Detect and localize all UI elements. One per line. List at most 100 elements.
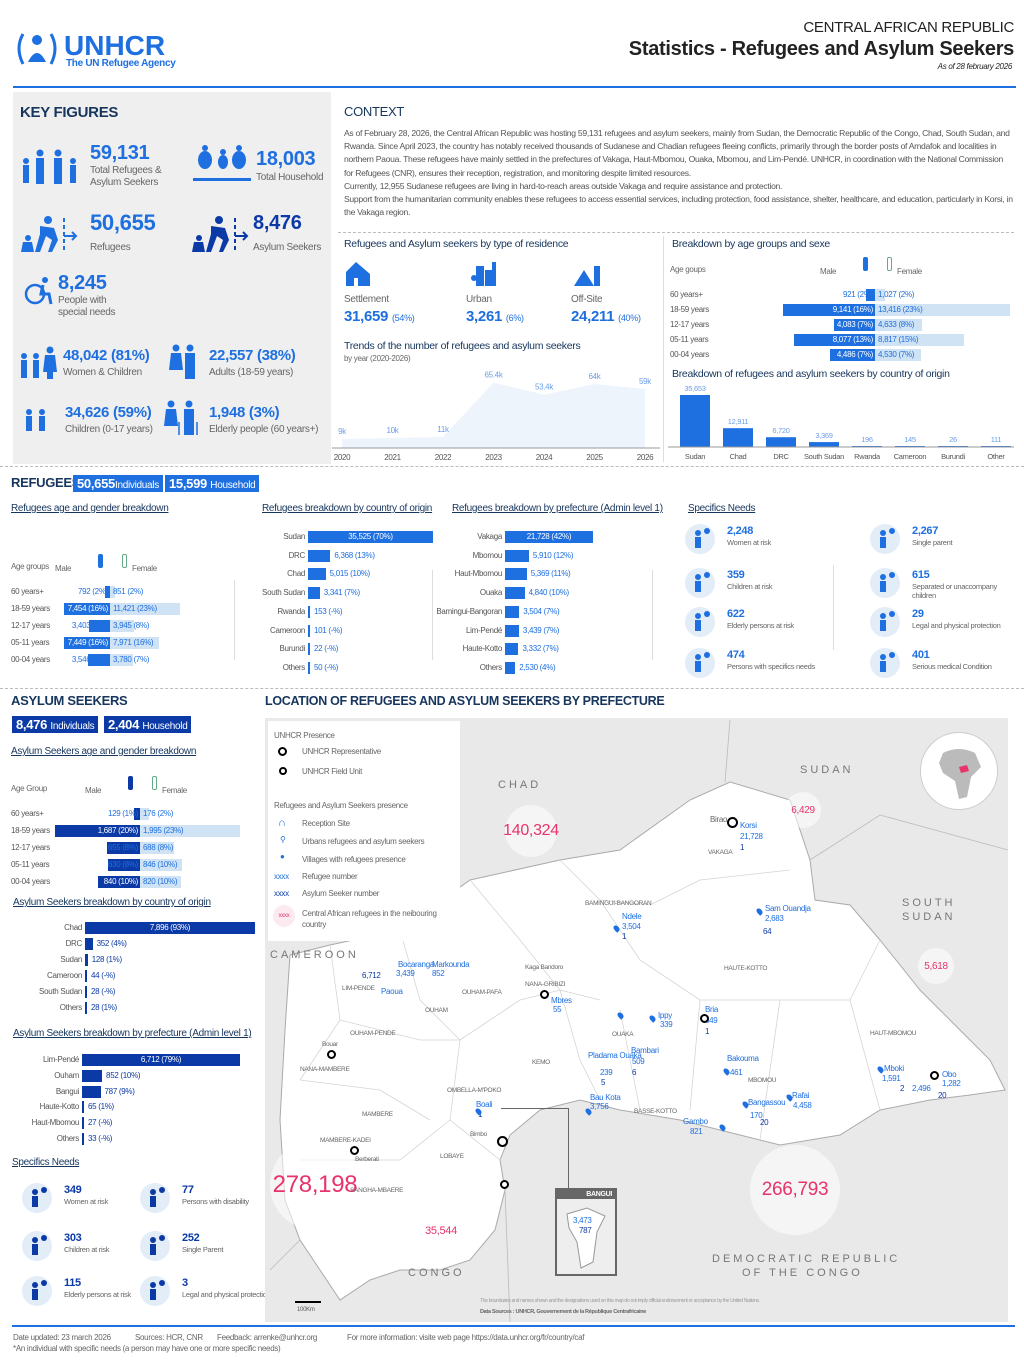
place-label-obo_r: 1,282 bbox=[942, 1079, 961, 1088]
need-label: Children at risk bbox=[727, 582, 773, 591]
place-label-gambo_r: 821 bbox=[690, 1127, 703, 1136]
bar-label: Bamingui-Bangoran bbox=[436, 606, 502, 616]
place-label-pladama_r: 239 bbox=[600, 1068, 613, 1077]
bar-label: Haut-Mbomou bbox=[31, 1118, 80, 1128]
bar bbox=[85, 938, 93, 950]
female-icon bbox=[122, 554, 127, 568]
male-value: 3,546 (7%) bbox=[71, 655, 108, 664]
male-value: 840 (10%) bbox=[103, 877, 139, 886]
bar bbox=[85, 1002, 87, 1014]
bar-value: 44 (-%) bbox=[91, 971, 116, 980]
trend-year-tick: 2024 bbox=[536, 453, 553, 462]
legend-ref-num: Refugee number bbox=[302, 872, 358, 881]
place-label-bambari_r: 509 bbox=[632, 1057, 645, 1066]
prefecture-label: OUAKA bbox=[612, 1031, 634, 1038]
elderly-icon bbox=[163, 400, 203, 441]
country-name: CENTRAL AFRICAN REPUBLIC bbox=[803, 19, 1014, 36]
wheelchair-icon bbox=[685, 648, 715, 678]
trend-data-label: 53.4k bbox=[535, 383, 554, 392]
separated-children-icon bbox=[870, 568, 900, 598]
refugees-origin-title: Refugees breakdown by country of origin bbox=[262, 503, 433, 514]
bar bbox=[308, 587, 320, 600]
pct: (54%) bbox=[391, 313, 415, 323]
bangui-asylum: 787 bbox=[579, 1226, 592, 1235]
place-label-markounda: Markounda bbox=[432, 960, 470, 969]
bar bbox=[85, 954, 88, 966]
need-value: 359 bbox=[727, 569, 745, 581]
bangui-refugees: 3,473 bbox=[573, 1216, 592, 1225]
bar bbox=[505, 605, 520, 618]
neighbour-refugee-count-congo: 35,544 bbox=[418, 1208, 464, 1254]
place-label-markounda_r: 852 bbox=[432, 969, 445, 978]
age-group-label: 00-04 years bbox=[11, 877, 50, 886]
bar-value: 5,015 (10%) bbox=[329, 569, 371, 579]
asylum-walking-icon bbox=[189, 214, 251, 259]
elderly-label: Elderly people (60 years+) bbox=[209, 424, 319, 435]
male-value: 1,687 (20%) bbox=[97, 826, 139, 835]
bar-value: 33 (-%) bbox=[88, 1134, 113, 1143]
label: Household bbox=[210, 480, 256, 491]
legend-rs-presence: Refugees and Asylum Seekers presence bbox=[274, 801, 408, 810]
need-label: Women at risk bbox=[64, 1197, 108, 1206]
bar-value: 35,525 (70%) bbox=[348, 532, 393, 541]
place-label-korsi_r: 21,728 bbox=[740, 832, 763, 841]
origin-value-label: 6,720 bbox=[772, 426, 789, 435]
women-children-icon bbox=[18, 346, 58, 385]
place-label-birao: Birao bbox=[710, 815, 728, 824]
origin-category-tick: South Sudan bbox=[804, 452, 844, 461]
context-divider bbox=[338, 232, 1014, 233]
place-label-ippy_r: 339 bbox=[660, 1020, 673, 1029]
asylum-value: 8,476 bbox=[253, 212, 302, 234]
country-south-sudan-2: SUDAN bbox=[902, 911, 956, 923]
female-bar bbox=[110, 654, 134, 666]
place-label-bria_r: 649 bbox=[705, 1016, 718, 1025]
male-icon bbox=[863, 257, 868, 271]
neighbour-refugee-count-cameroon: 278,198 bbox=[270, 1140, 360, 1230]
female-bar bbox=[140, 876, 182, 888]
header-divider bbox=[13, 86, 1016, 88]
place-label-paoua: Paoua bbox=[381, 987, 403, 996]
age-group-label: 60 years+ bbox=[11, 587, 44, 596]
car-country-shape bbox=[279, 781, 1006, 1301]
female-bar bbox=[110, 637, 159, 649]
bar-value: 65 (1%) bbox=[88, 1102, 114, 1112]
footer-more-info-link[interactable]: For more information: visite web page ht… bbox=[347, 1333, 585, 1342]
male-label: Male bbox=[55, 564, 72, 573]
women-children-value: 48,042 (81%) bbox=[63, 347, 150, 364]
country-south-sudan: SOUTH bbox=[902, 897, 956, 909]
map[interactable]: UNHCR Presence UNHCR Representative UNHC… bbox=[265, 718, 1008, 1322]
bar bbox=[82, 1069, 103, 1082]
bar-value: 50 (-%) bbox=[314, 662, 339, 672]
footer-feedback[interactable]: Feedback: arrenke@unhcr.org bbox=[217, 1333, 318, 1342]
prefecture-label: NANA-MAMBERE bbox=[300, 1066, 350, 1073]
origin-category-tick: Rwanda bbox=[854, 452, 881, 461]
place-label-bangassou_r: 170 bbox=[750, 1111, 763, 1120]
refugees-value: 50,655 bbox=[90, 210, 156, 235]
country-cameroon: CAMEROON bbox=[270, 949, 359, 961]
bar-value: 101 (-%) bbox=[314, 625, 343, 635]
need-value: 615 bbox=[912, 569, 930, 581]
bar bbox=[308, 531, 433, 543]
need-label: Separated or unaccompany children bbox=[912, 582, 997, 600]
map-shapes bbox=[269, 719, 1008, 1322]
prefecture-borders bbox=[299, 859, 881, 1161]
bar-label: Haut-Mbomou bbox=[454, 569, 503, 579]
male-label: Male bbox=[820, 267, 837, 276]
origin-category-tick: Chad bbox=[730, 452, 747, 461]
trend-data-label: 59k bbox=[639, 377, 652, 386]
female-bar bbox=[140, 842, 175, 854]
medical-icon bbox=[870, 648, 900, 678]
asylum-individuals-badge: 8,476 Individuals bbox=[12, 716, 99, 733]
place-label-obo: Obo bbox=[942, 1070, 957, 1079]
map-sources: Data Sources : UNHCR, Gouvernement de la… bbox=[480, 1309, 647, 1315]
male-bar bbox=[64, 637, 110, 649]
prefecture-label: KEMO bbox=[532, 1059, 550, 1066]
need-label: Women at risk bbox=[727, 538, 771, 547]
bar-value: 4,840 (10%) bbox=[528, 588, 570, 598]
female-value: 4,530 (7%) bbox=[878, 350, 915, 359]
asylum-age-title: Asylum Seekers age and gender breakdown bbox=[11, 746, 197, 757]
urban-icon bbox=[470, 260, 498, 291]
unhcr-representative-icon bbox=[278, 747, 287, 756]
female-label: Female bbox=[897, 267, 922, 276]
special-label-2: special needs bbox=[58, 307, 116, 318]
